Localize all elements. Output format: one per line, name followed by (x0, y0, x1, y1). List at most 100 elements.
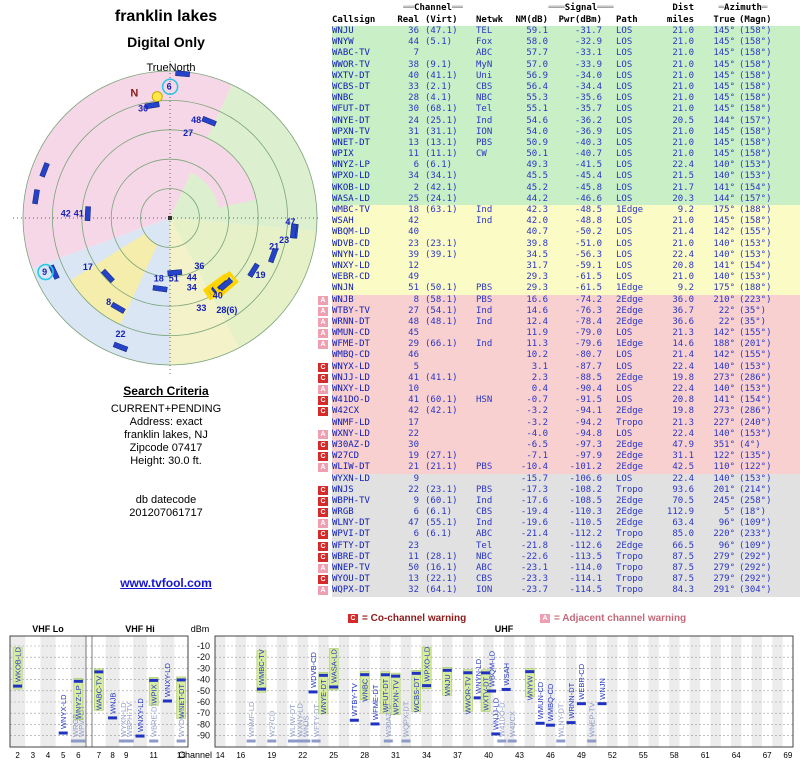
station-mark (70, 739, 80, 743)
band-label: VHF Hi (125, 624, 155, 634)
adjacent-channel-warning-icon: A (318, 563, 332, 575)
transmitter-marker (144, 101, 160, 110)
cell-path: LOS (616, 26, 633, 36)
cell-pwr: -45.8 (574, 182, 602, 193)
adjacent-channel-warning-icon: A (318, 305, 332, 317)
cell-mag: (158°) (739, 48, 772, 59)
table-row-wnyx-ld: C WNYX-LD 5 3.1 -87.7 LOS 22.4 140° (153°) (318, 361, 800, 373)
cell-virt: (42.1) (425, 406, 458, 417)
table-row-wnjb: A WNJB 8 (58.1) PBS 16.6 -74.2 2Edge 36.0 210° (22… (318, 294, 800, 306)
cell-mag: (153°) (739, 238, 772, 249)
station-mark (370, 722, 380, 726)
cell-az: 22° (718, 316, 735, 327)
tvfool-link[interactable]: www.tvfool.com (120, 576, 212, 590)
y-tick-label: -30 (197, 663, 210, 673)
cell-pwr: -76.3 (574, 305, 602, 316)
signal-strength-chart: -10-20-30 -40-50-60-70-80 -90 VHF Lo VHF Hi U… (9, 624, 794, 760)
warning-spacer (318, 227, 332, 239)
cell-call: WCBS-DT (332, 81, 370, 92)
warning-spacer (318, 272, 332, 284)
station-label: WNEP-TV (588, 702, 597, 737)
cell-real: 42 (408, 406, 419, 417)
channel-axis-label: Channel (178, 750, 212, 760)
station-mark (73, 679, 83, 683)
cell-path: LOS (616, 126, 633, 137)
cell-virt: (6.1) (425, 507, 453, 518)
marker-channel-label: 9 (42, 267, 47, 277)
spacer (472, 2, 508, 14)
x-tick-label: 46 (546, 751, 555, 760)
table-row-wnep-tv: A WNEP-TV 50 (16.1) ABC -23.1 -114.0 Tropo 87.5 2… (318, 563, 800, 575)
table-row-wnxy-ld: A WNXY-LD 10 0.4 -90.4 LOS 22.4 140° (153°) (318, 384, 800, 396)
cell-az: 145° (713, 59, 735, 70)
cell-net: PBS (476, 484, 493, 495)
x-tick-label: 13 (177, 751, 186, 760)
transmitter-marker (201, 115, 217, 127)
cell-mag: (135°) (739, 451, 772, 462)
table-row-wrnn-dt: A WRNN-DT 48 (48.1) Ind 12.4 -78.4 2Edge 36.6 22°… (318, 316, 800, 329)
marker-highlight (212, 272, 239, 297)
cell-pwr: -114.5 (569, 585, 602, 596)
cell-real: 40 (408, 227, 419, 238)
cell-call: WBRE-DT (332, 551, 370, 562)
cell-mag: (155°) (739, 350, 772, 361)
station-mark (311, 739, 321, 743)
col-header-magn: (Magn) (739, 15, 772, 25)
cell-mag: (158°) (739, 59, 772, 70)
x-tick-label: 67 (763, 751, 772, 760)
transmitter-marker (32, 189, 40, 205)
cell-mag: (292°) (739, 563, 772, 573)
cell-virt (422, 541, 472, 552)
cell-mi: 70.5 (672, 495, 694, 506)
cell-real: 6 (413, 507, 419, 518)
cell-real: 9 (413, 495, 419, 506)
x-tick-label: 37 (453, 751, 462, 760)
cell-pwr: -91.5 (574, 395, 602, 406)
co-channel-warning-icon: C (318, 529, 332, 541)
cell-call: W42CX (332, 406, 360, 417)
cell-path: 2Edge (616, 305, 644, 316)
cell-net: PBS (476, 294, 493, 305)
marker-channel-label: 28(6) (216, 305, 237, 315)
table-row-wcbs-dt: WCBS-DT 33 (2.1) CBS 56.4 -34.4 LOS 21.0 145° (15… (318, 81, 800, 94)
cell-net: ABC (476, 48, 493, 59)
station-label: WWOR-TV (464, 677, 473, 715)
cell-real: 8 (413, 294, 419, 305)
warning-spacer (318, 70, 332, 82)
station-label: W30AZ-D (384, 703, 393, 737)
cell-nm: 31.7 (526, 260, 548, 271)
cell-az: 140° (713, 238, 735, 249)
cell-path: Tropo (616, 574, 644, 585)
warning-spacer (318, 171, 332, 183)
cell-call: WNJU (332, 26, 354, 36)
channel-stripe (297, 636, 308, 747)
cell-path: LOS (616, 160, 633, 171)
cell-path: LOS (616, 216, 633, 227)
north-dot-icon (151, 91, 163, 103)
station-highlight (73, 677, 84, 721)
cell-virt: (9.1) (425, 59, 453, 70)
legend-co-channel-text: = Co-channel warning (362, 613, 467, 624)
marker-channel-label: 6 (167, 82, 172, 92)
cell-real: 40 (408, 70, 419, 81)
cell-az: 140° (713, 428, 735, 439)
cell-net: TEL (476, 26, 493, 36)
table-row-wnjj-ld: C WNJJ-LD 41 (41.1) 2.3 -88.5 2Edge 19.8 273° (28… (318, 372, 800, 384)
channel-stripe (338, 636, 350, 747)
x-tick-label: 58 (670, 751, 679, 760)
cell-virt (422, 216, 472, 227)
cell-mi: 85.0 (672, 529, 694, 540)
cell-real: 32 (408, 585, 419, 596)
cell-mag: (153°) (739, 473, 772, 484)
co-channel-warning-icon: C (318, 495, 332, 508)
uhf-chart-frame (214, 635, 794, 748)
cell-nm: -3.2 (526, 417, 548, 428)
marker-bar (175, 70, 191, 78)
page-title: franklin lakes (114, 8, 218, 25)
table-row-wfty-dt: C WFTY-DT 23 Tel -21.8 -112.6 2Edge 66.5 96° (109… (318, 540, 800, 552)
channel-stripe (215, 636, 226, 747)
warning-spacer (318, 160, 332, 172)
table-row-wnjs: C WNJS 22 (23.1) PBS -17.3 -108.2 Tropo 93.6 201°… (318, 484, 800, 496)
cell-pwr: -113.5 (569, 551, 602, 562)
cell-virt: (58.1) (425, 294, 458, 305)
